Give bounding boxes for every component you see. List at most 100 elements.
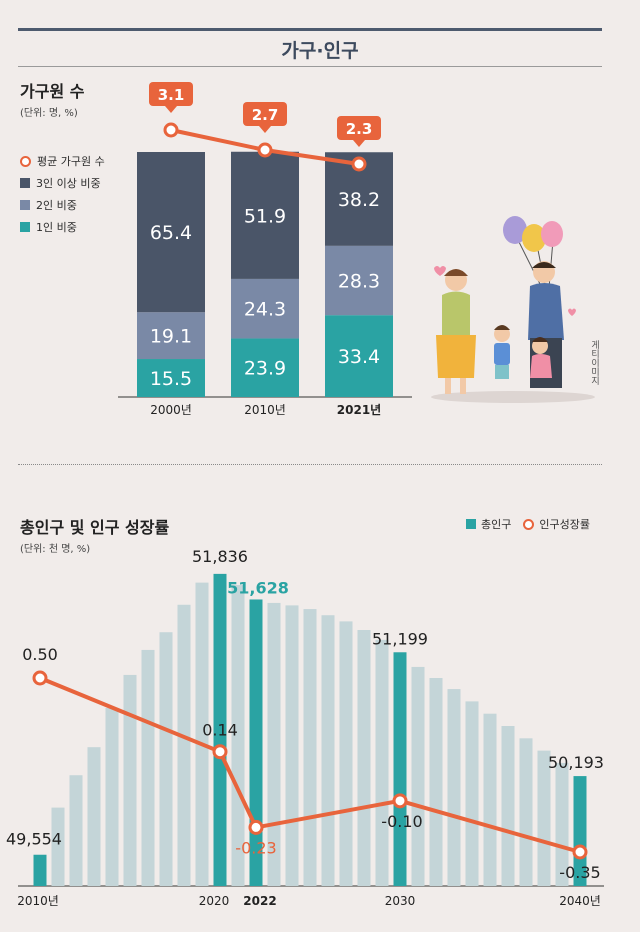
population-bar bbox=[501, 726, 515, 886]
data-label: 24.3 bbox=[244, 299, 286, 321]
population-label: 51,836 bbox=[192, 547, 248, 566]
callout-pointer bbox=[259, 126, 271, 133]
population-bar bbox=[69, 775, 83, 886]
legend-population: 총인구 bbox=[481, 518, 512, 531]
growth-point bbox=[392, 793, 408, 809]
swatch-icon bbox=[20, 178, 30, 188]
data-label: 65.4 bbox=[150, 222, 192, 244]
population-bar bbox=[321, 615, 335, 886]
avg-point bbox=[163, 122, 179, 138]
data-label: 33.4 bbox=[338, 346, 380, 368]
chart2-title: 총인구 및 인구 성장률 bbox=[20, 518, 170, 537]
callout-box bbox=[149, 82, 193, 106]
population-bar bbox=[177, 604, 191, 886]
page-title: 가구·인구 bbox=[281, 40, 359, 62]
balloon-icon bbox=[541, 221, 563, 247]
growth-point bbox=[32, 670, 48, 686]
population-bar bbox=[303, 609, 317, 886]
avg-label: 2.7 bbox=[252, 106, 279, 124]
swatch-icon bbox=[20, 200, 30, 210]
bar-segment bbox=[137, 359, 205, 397]
growth-label: -0.23 bbox=[235, 838, 276, 857]
growth-label: -0.10 bbox=[381, 812, 422, 831]
population-bar bbox=[105, 707, 119, 886]
population-bar bbox=[519, 738, 533, 886]
growth-point bbox=[248, 819, 264, 835]
population-bar bbox=[339, 621, 353, 886]
swatch-icon bbox=[20, 222, 30, 232]
callout-box bbox=[337, 116, 381, 140]
legend-avg: 평균 가구원 수 bbox=[20, 150, 105, 172]
callout-box bbox=[243, 102, 287, 126]
tick-label: 2010년 bbox=[17, 894, 59, 908]
tick-label: 2010년 bbox=[244, 403, 286, 417]
population-bar bbox=[51, 807, 65, 886]
avg-point bbox=[257, 142, 273, 158]
household-chart: 15.5 19.1 65.4 2000년 23.9 24.3 51.9 2010년 33.4 28… bbox=[118, 82, 412, 417]
data-label: 15.5 bbox=[150, 368, 192, 390]
population-bar bbox=[87, 747, 101, 886]
bar-segment bbox=[325, 245, 393, 316]
legend-1: 1인 비중 bbox=[20, 216, 105, 238]
population-bar bbox=[33, 854, 47, 886]
population-bar bbox=[555, 762, 569, 886]
population-bar bbox=[393, 652, 407, 886]
family-illustration bbox=[431, 216, 595, 403]
population-bar bbox=[123, 674, 137, 886]
legend-3plus: 3인 이상 비중 bbox=[20, 172, 105, 194]
data-label: 19.1 bbox=[150, 326, 192, 348]
population-label: 49,554 bbox=[6, 830, 62, 849]
avg-label: 3.1 bbox=[158, 86, 185, 104]
population-bar bbox=[375, 639, 389, 886]
heart-icon bbox=[568, 308, 576, 316]
image-credit: 게티이미지 bbox=[589, 340, 599, 385]
population-bar bbox=[429, 678, 443, 886]
bar-segment bbox=[231, 338, 299, 397]
growth-label: 0.14 bbox=[202, 721, 238, 740]
population-bar bbox=[447, 689, 461, 886]
population-bar bbox=[285, 605, 299, 886]
tick-label: 2020 bbox=[199, 894, 230, 908]
header-rule bbox=[18, 66, 602, 67]
data-label: 28.3 bbox=[338, 271, 380, 293]
chart2-unit: (단위: 천 명, %) bbox=[20, 544, 91, 555]
population-label: 51,199 bbox=[372, 629, 428, 648]
bar-segment bbox=[137, 152, 205, 313]
tick-label: 2022 bbox=[243, 894, 276, 908]
data-label: 38.2 bbox=[338, 189, 380, 211]
avg-label: 2.3 bbox=[346, 120, 373, 138]
legend-growth: 인구성장률 bbox=[539, 518, 590, 531]
section-divider bbox=[18, 464, 602, 465]
population-bar bbox=[411, 666, 425, 886]
population-bar bbox=[159, 632, 173, 886]
bar-segment bbox=[325, 315, 393, 397]
tick-label: 2000년 bbox=[150, 403, 192, 417]
tick-label: 2021년 bbox=[337, 403, 381, 417]
growth-point bbox=[572, 844, 588, 860]
legend-2: 2인 비중 bbox=[20, 194, 105, 216]
callout-pointer bbox=[165, 106, 177, 113]
bar-segment bbox=[137, 312, 205, 360]
swatch-icon bbox=[466, 519, 476, 529]
population-bar bbox=[195, 582, 209, 886]
population-bar bbox=[213, 573, 227, 886]
population-bar bbox=[537, 750, 551, 886]
ring-icon bbox=[523, 518, 535, 530]
chart1-title: 가구원 수 bbox=[20, 82, 85, 101]
population-bar bbox=[357, 630, 371, 886]
tick-label: 2030 bbox=[385, 894, 416, 908]
growth-label: -0.35 bbox=[559, 863, 600, 882]
heart-icon bbox=[434, 266, 446, 276]
top-rule bbox=[18, 28, 602, 31]
chart1-legend: 평균 가구원 수 3인 이상 비중 2인 비중 1인 비중 bbox=[20, 150, 105, 238]
chart1-unit: (단위: 명, %) bbox=[20, 108, 78, 119]
population-bar bbox=[231, 585, 245, 886]
population-bar bbox=[483, 713, 497, 886]
callout-pointer bbox=[353, 140, 365, 147]
population-bar bbox=[267, 602, 281, 886]
data-label: 51.9 bbox=[244, 205, 286, 227]
balloon-icon bbox=[522, 224, 546, 252]
bar-segment bbox=[231, 151, 299, 279]
growth-label: 0.50 bbox=[22, 645, 58, 664]
data-label: 23.9 bbox=[244, 358, 286, 380]
